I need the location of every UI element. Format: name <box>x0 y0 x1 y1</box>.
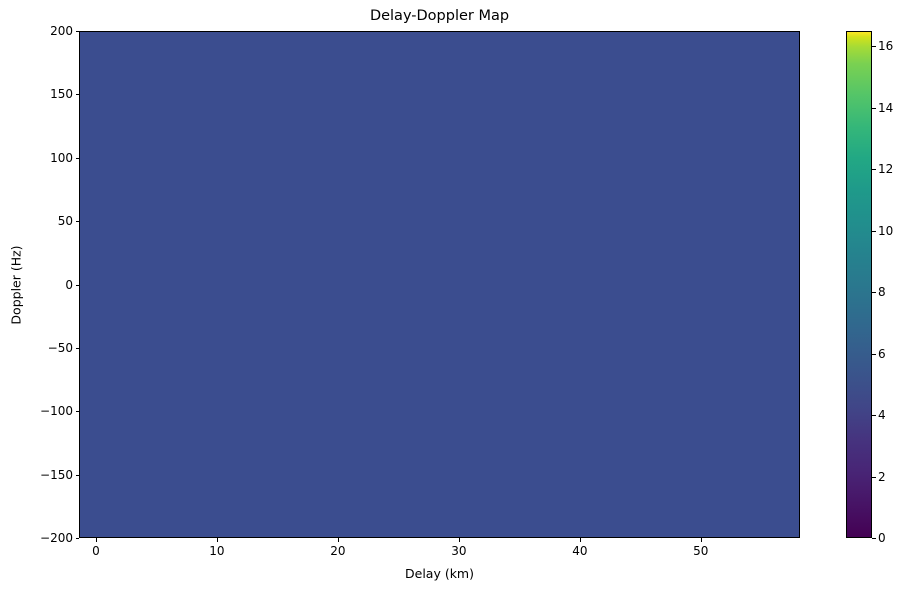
x-tick-mark <box>579 538 581 542</box>
y-tick-label: 200 <box>50 24 73 38</box>
y-tick-mark <box>75 538 79 539</box>
x-tick-mark <box>337 538 339 542</box>
colorbar-tick-mark <box>872 476 876 478</box>
x-tick-mark <box>458 538 460 542</box>
colorbar-tick-label: 8 <box>878 285 886 300</box>
y-tick-mark <box>75 31 79 32</box>
x-tick-label: 0 <box>92 544 100 558</box>
x-tick-label: 10 <box>209 544 225 558</box>
colorbar-tick-label: 6 <box>878 346 886 361</box>
x-tick-mark <box>95 538 97 542</box>
colorbar-tick-label: 10 <box>878 223 894 238</box>
colorbar-tick-label: 2 <box>878 469 886 484</box>
y-tick-label: 0 <box>65 277 73 292</box>
colorbar <box>846 31 872 538</box>
colorbar-tick-mark <box>872 353 876 355</box>
heatmap-image <box>80 32 799 537</box>
y-tick-mark <box>75 221 79 223</box>
x-tick-label: 50 <box>693 544 709 558</box>
y-tick-label: −200 <box>40 531 73 545</box>
x-tick-mark <box>216 538 218 542</box>
y-tick-mark <box>75 157 79 159</box>
y-tick-mark <box>75 94 79 96</box>
y-tick-mark <box>75 411 79 413</box>
colorbar-tick-mark <box>872 230 876 232</box>
y-axis-label: Doppler (Hz) <box>8 245 24 325</box>
y-tick-mark <box>75 474 79 476</box>
colorbar-tick-label: 12 <box>878 162 894 177</box>
colorbar-tick-mark <box>872 169 876 171</box>
colorbar-tick-label: 4 <box>878 408 886 423</box>
colorbar-tick-label: 0 <box>878 531 886 545</box>
y-tick-label: −150 <box>40 467 73 482</box>
y-tick-label: 100 <box>50 150 73 165</box>
colorbar-tick-mark <box>872 46 876 48</box>
page-title: Delay-Doppler Map <box>369 8 510 24</box>
y-tick-label: 50 <box>57 214 73 229</box>
colorbar-tick-mark <box>872 292 876 294</box>
x-tick-label: 20 <box>330 544 346 558</box>
y-tick-mark <box>75 284 79 286</box>
y-tick-mark <box>75 347 79 349</box>
delay-doppler-heatmap-axes <box>79 31 800 538</box>
colorbar-tick-label: 16 <box>878 39 894 54</box>
x-tick-label: 40 <box>572 544 588 558</box>
x-tick-mark <box>700 538 702 542</box>
x-tick-label: 30 <box>451 544 467 558</box>
colorbar-tick-mark <box>872 415 876 417</box>
x-axis-label: Delay (km) <box>405 566 474 581</box>
y-tick-label: −50 <box>47 340 73 355</box>
y-tick-label: −100 <box>40 404 73 419</box>
colorbar-tick-mark <box>872 107 876 109</box>
y-tick-label: 150 <box>50 87 73 102</box>
colorbar-tick-mark <box>872 538 876 539</box>
colorbar-tick-label: 14 <box>878 100 894 115</box>
